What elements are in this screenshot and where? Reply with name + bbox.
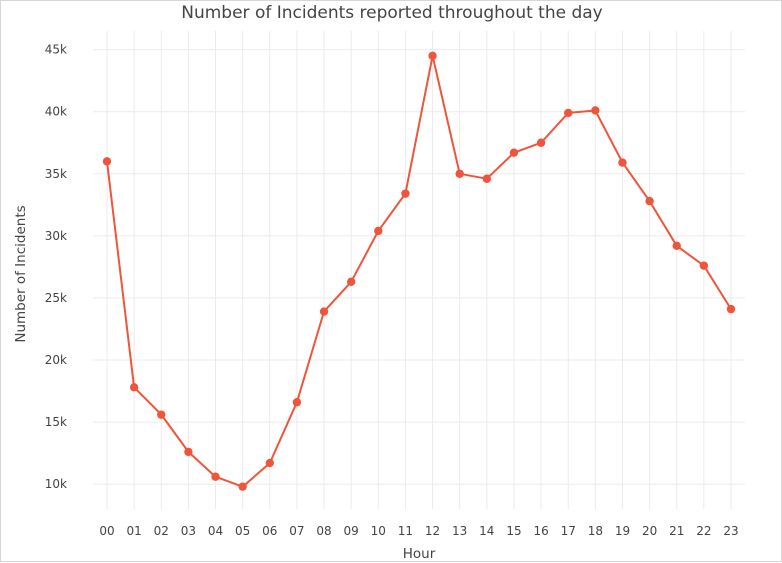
y-axis-title: Number of Incidents xyxy=(13,205,29,342)
x-tick-label: 12 xyxy=(425,524,440,538)
data-point[interactable] xyxy=(374,226,383,236)
y-tick-label: 30k xyxy=(45,229,67,243)
gridlines xyxy=(93,31,745,509)
data-point[interactable] xyxy=(645,196,654,206)
x-tick-label: 11 xyxy=(398,524,413,538)
data-point[interactable] xyxy=(455,169,464,178)
x-tick-label: 09 xyxy=(344,524,359,538)
data-point[interactable] xyxy=(618,158,627,167)
data-point[interactable] xyxy=(292,398,302,407)
y-tick-label: 45k xyxy=(45,43,67,57)
data-point[interactable] xyxy=(184,447,193,457)
data-point[interactable] xyxy=(509,148,519,157)
data-point[interactable] xyxy=(319,307,329,316)
data-point[interactable] xyxy=(536,138,546,147)
x-tick-label: 22 xyxy=(696,524,711,538)
x-tick-label: 14 xyxy=(479,524,494,538)
x-tick-label: 19 xyxy=(615,524,630,538)
x-tick-label: 21 xyxy=(669,524,684,538)
data-point[interactable] xyxy=(482,174,492,183)
x-tick-label: 18 xyxy=(588,524,603,538)
x-tick-label: 04 xyxy=(208,524,223,538)
x-tick-label: 16 xyxy=(533,524,548,538)
x-axis-ticks: 00 01 02 03 04 05 06 07 08 09 10 11 12 13 14 15 16 17 18 19… xyxy=(99,524,738,538)
x-tick-label: 08 xyxy=(316,524,331,538)
x-tick-label: 10 xyxy=(371,524,386,538)
data-point[interactable] xyxy=(238,482,247,491)
data-point[interactable] xyxy=(346,277,356,286)
y-tick-label: 10k xyxy=(45,477,67,491)
x-tick-label: 06 xyxy=(262,524,277,538)
y-axis-ticks: 10k 15k 20k 25k 30k 35k 40k 45k xyxy=(45,43,67,492)
x-tick-label: 17 xyxy=(561,524,576,538)
x-tick-label: 05 xyxy=(235,524,250,538)
series-layer xyxy=(102,51,736,491)
y-tick-label: 20k xyxy=(45,353,67,367)
data-point[interactable] xyxy=(211,472,220,481)
x-tick-label: 23 xyxy=(723,524,738,538)
data-point[interactable] xyxy=(591,106,600,115)
y-tick-label: 25k xyxy=(45,291,67,305)
series-line xyxy=(106,54,732,488)
chart-title: Number of Incidents reported throughout … xyxy=(181,3,602,23)
data-point[interactable] xyxy=(726,304,736,314)
x-tick-label: 15 xyxy=(506,524,521,538)
data-point[interactable] xyxy=(699,261,709,270)
y-tick-label: 40k xyxy=(45,105,67,119)
x-tick-label: 00 xyxy=(99,524,114,538)
y-tick-label: 15k xyxy=(45,415,67,429)
y-tick-label: 35k xyxy=(45,167,67,181)
data-point[interactable] xyxy=(102,157,112,166)
data-point[interactable] xyxy=(428,51,437,61)
data-point[interactable] xyxy=(672,241,681,250)
x-tick-label: 07 xyxy=(289,524,304,538)
x-tick-label: 02 xyxy=(154,524,169,538)
data-point[interactable] xyxy=(564,108,573,118)
data-point[interactable] xyxy=(129,383,139,392)
x-tick-label: 01 xyxy=(126,524,141,538)
data-point[interactable] xyxy=(157,410,166,419)
x-tick-label: 20 xyxy=(642,524,657,538)
data-point[interactable] xyxy=(265,458,274,468)
x-tick-label: 13 xyxy=(452,524,467,538)
x-axis-title: Hour xyxy=(403,546,436,562)
data-point[interactable] xyxy=(401,189,410,198)
x-tick-label: 03 xyxy=(181,524,196,538)
